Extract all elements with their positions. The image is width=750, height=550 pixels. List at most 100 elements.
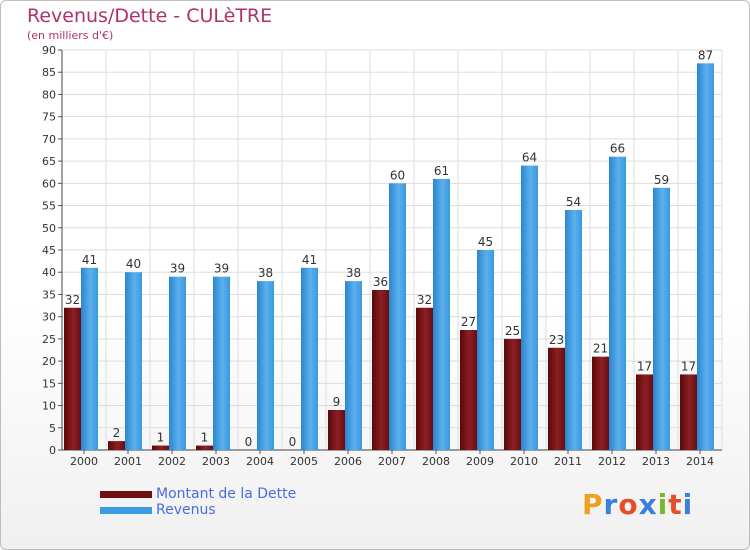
value-label-debt: 25 xyxy=(505,324,520,338)
y-tick-label: 35 xyxy=(42,288,56,301)
bar-debt xyxy=(548,347,565,450)
x-tick-label: 2012 xyxy=(598,455,626,468)
x-tick-label: 2007 xyxy=(378,455,406,468)
bar-revenus xyxy=(433,178,450,450)
y-tick-label: 55 xyxy=(42,200,56,213)
value-label-revenus: 45 xyxy=(478,235,493,249)
value-label-revenus: 39 xyxy=(214,262,229,276)
legend-swatch-revenus xyxy=(100,506,152,514)
bar-revenus xyxy=(81,267,98,450)
y-tick-label: 80 xyxy=(42,88,56,101)
value-label-revenus: 39 xyxy=(170,262,185,276)
value-label-debt: 21 xyxy=(593,342,608,356)
bar-revenus xyxy=(653,187,670,450)
bar-revenus xyxy=(125,272,142,450)
chart-legend: Montant de la Dette Revenus xyxy=(100,486,296,518)
legend-item-revenus: Revenus xyxy=(100,502,296,518)
value-label-revenus: 40 xyxy=(126,257,141,271)
y-tick-label: 25 xyxy=(42,333,56,346)
bar-revenus xyxy=(345,281,362,450)
value-label-revenus: 60 xyxy=(390,168,405,182)
y-tick-label: 60 xyxy=(42,177,56,190)
value-label-revenus: 59 xyxy=(654,173,669,187)
y-tick-label: 75 xyxy=(42,111,56,124)
value-label-debt: 1 xyxy=(201,431,209,445)
value-label-revenus: 66 xyxy=(610,142,625,156)
legend-swatch-debt xyxy=(100,490,152,498)
logo-letter: i xyxy=(682,488,694,521)
y-tick-label: 0 xyxy=(49,444,56,457)
bar-revenus xyxy=(521,165,538,451)
value-label-debt: 17 xyxy=(637,359,652,373)
chart-title: Revenus/Dette - CULèTRE xyxy=(27,5,273,27)
bar-revenus xyxy=(565,210,582,450)
legend-item-debt: Montant de la Dette xyxy=(100,486,296,502)
value-label-revenus: 87 xyxy=(698,48,713,62)
x-tick-label: 2011 xyxy=(554,455,582,468)
y-tick-label: 30 xyxy=(42,311,56,324)
x-tick-label: 2001 xyxy=(114,455,142,468)
logo-letter: t xyxy=(668,488,683,521)
x-tick-label: 2000 xyxy=(70,455,98,468)
x-tick-label: 2014 xyxy=(686,455,714,468)
y-tick-label: 70 xyxy=(42,133,56,146)
y-tick-label: 10 xyxy=(42,400,56,413)
value-label-debt: 0 xyxy=(245,435,253,449)
x-tick-label: 2004 xyxy=(246,455,274,468)
value-label-debt: 36 xyxy=(373,275,388,289)
chart-subtitle: (en milliers d'€) xyxy=(27,29,114,42)
bar-revenus xyxy=(213,276,230,450)
y-tick-label: 85 xyxy=(42,66,56,79)
value-label-debt: 23 xyxy=(549,333,564,347)
value-label-debt: 9 xyxy=(333,395,341,409)
value-label-debt: 2 xyxy=(113,426,121,440)
logo-letter: P xyxy=(582,488,604,521)
logo-letter: x xyxy=(638,488,658,521)
legend-label-debt: Montant de la Dette xyxy=(156,486,297,502)
bar-revenus xyxy=(169,276,186,450)
bar-revenus xyxy=(257,281,274,450)
bar-debt xyxy=(416,307,433,450)
value-label-revenus: 64 xyxy=(522,151,537,165)
value-label-revenus: 41 xyxy=(302,253,317,267)
x-tick-label: 2006 xyxy=(334,455,362,468)
y-tick-label: 45 xyxy=(42,244,56,257)
bar-revenus xyxy=(301,267,318,450)
bar-debt xyxy=(592,356,609,450)
x-tick-label: 2005 xyxy=(290,455,318,468)
bar-debt xyxy=(328,410,345,450)
value-label-debt: 32 xyxy=(417,293,432,307)
bar-debt xyxy=(460,330,477,450)
value-label-revenus: 38 xyxy=(346,266,361,280)
bar-revenus xyxy=(389,183,406,451)
x-tick-label: 2003 xyxy=(202,455,230,468)
value-label-revenus: 54 xyxy=(566,195,581,209)
bar-debt xyxy=(152,445,169,450)
y-tick-label: 20 xyxy=(42,355,56,368)
logo-letter: i xyxy=(657,488,669,521)
value-label-debt: 1 xyxy=(157,431,165,445)
x-tick-label: 2008 xyxy=(422,455,450,468)
bar-debt xyxy=(64,307,81,450)
bar-revenus xyxy=(697,63,714,450)
logo-letter: o xyxy=(618,488,639,521)
value-label-revenus: 41 xyxy=(82,253,97,267)
value-label-debt: 27 xyxy=(461,315,476,329)
bar-debt xyxy=(196,445,213,450)
bar-debt xyxy=(108,441,125,450)
logo-letter: r xyxy=(603,488,619,521)
x-tick-label: 2010 xyxy=(510,455,538,468)
value-label-debt: 32 xyxy=(65,293,80,307)
bar-revenus xyxy=(609,156,626,450)
x-tick-label: 2002 xyxy=(158,455,186,468)
bar-debt xyxy=(372,290,389,450)
value-label-revenus: 61 xyxy=(434,164,449,178)
y-tick-label: 65 xyxy=(42,155,56,168)
bar-debt xyxy=(636,374,653,450)
x-tick-label: 2013 xyxy=(642,455,670,468)
y-tick-label: 90 xyxy=(42,44,56,57)
bar-debt xyxy=(504,338,521,450)
bar-debt xyxy=(680,374,697,450)
proxiti-logo: Proxiti xyxy=(582,488,693,521)
